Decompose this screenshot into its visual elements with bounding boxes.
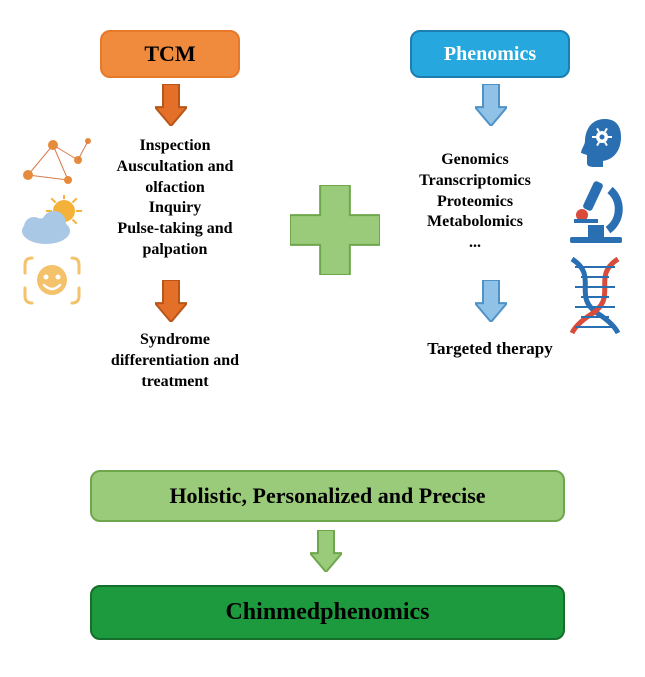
face-icon xyxy=(22,253,82,313)
tcm-arrow-2 xyxy=(155,280,187,327)
final-arrow xyxy=(310,530,342,577)
phen-result: Targeted therapy xyxy=(410,338,570,360)
tcm-arrow-1 xyxy=(155,84,187,131)
phen-methods: GenomicsTranscriptomicsProteomicsMetabol… xyxy=(395,150,555,254)
dna-icon xyxy=(560,255,630,340)
microscope-icon xyxy=(560,175,635,255)
holistic-box: Holistic, Personalized and Precise xyxy=(90,470,565,522)
phen-arrow-1 xyxy=(475,84,507,131)
phen-arrow-2 xyxy=(475,280,507,327)
tcm-result: Syndromedifferentiation andtreatment xyxy=(95,330,255,392)
network-icon xyxy=(18,135,93,195)
brain-icon xyxy=(575,115,630,175)
weather-icon xyxy=(18,195,90,252)
plus-icon xyxy=(290,185,380,280)
tcm-header: TCM xyxy=(100,30,240,78)
final-box: Chinmedphenomics xyxy=(90,585,565,640)
phenomics-header: Phenomics xyxy=(410,30,570,78)
tcm-methods: InspectionAuscultation andolfactionInqui… xyxy=(95,136,255,261)
